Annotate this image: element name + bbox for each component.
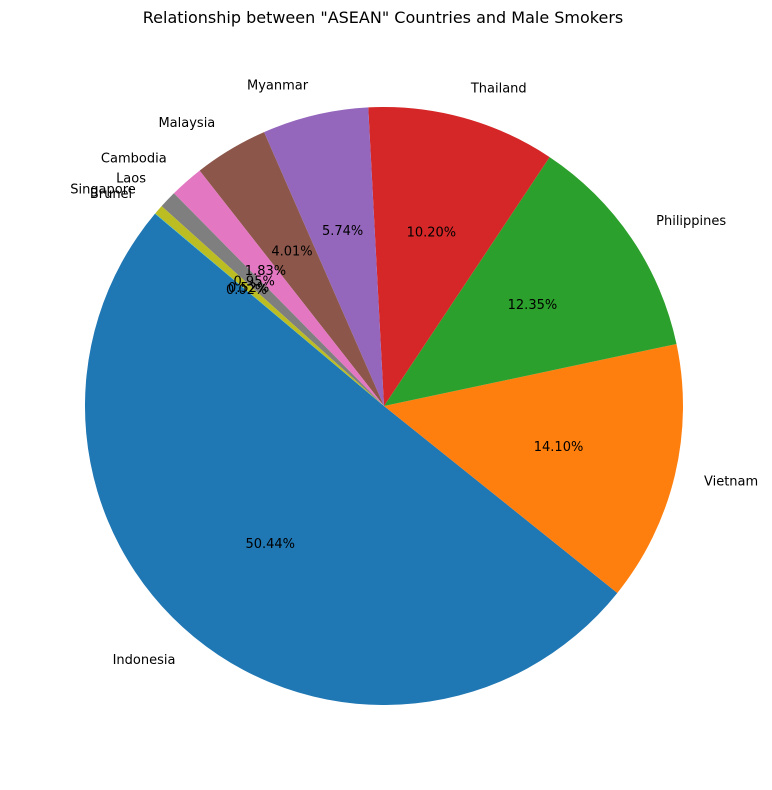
pct-label-cambodia: 1.83% (245, 264, 286, 279)
label-philippines: Philippines (656, 214, 726, 229)
slice-thailand (368, 107, 550, 406)
label-singapore: Singapore (70, 183, 136, 198)
pct-label-brunei: 0.02% (226, 283, 267, 298)
pie-percent-labels: 50.44%14.10%12.35%10.20%5.74%4.01%1.83%0… (226, 224, 583, 552)
label-malaysia: Malaysia (158, 116, 215, 131)
label-brunei: Brunei (90, 187, 132, 202)
pct-label-thailand: 10.20% (407, 225, 457, 240)
label-vietnam: Vietnam (704, 475, 758, 490)
pie-labels: Indonesia Vietnam Philippines Thailand Myanm… (70, 78, 758, 667)
slice-singapore (155, 206, 384, 406)
pct-label-vietnam: 14.10% (534, 440, 584, 455)
slice-cambodia (173, 170, 384, 406)
slice-myanmar (264, 107, 384, 407)
pie-slices (84, 107, 684, 706)
pct-label-malaysia: 4.01% (271, 245, 312, 260)
slice-indonesia (84, 213, 618, 706)
slice-vietnam (384, 343, 684, 593)
label-myanmar: Myanmar (247, 78, 309, 93)
chart-title: Relationship between "ASEAN" Countries a… (143, 8, 623, 27)
pct-label-indonesia: 50.44% (245, 537, 295, 552)
label-indonesia: Indonesia (113, 653, 176, 668)
slice-brunei (154, 213, 384, 406)
pct-label-philippines: 12.35% (508, 298, 558, 313)
pct-label-myanmar: 5.74% (322, 224, 363, 239)
label-cambodia: Cambodia (101, 152, 167, 167)
slice-malaysia (199, 132, 384, 406)
slice-philippines (384, 157, 677, 406)
slice-laos (161, 193, 384, 406)
label-laos: Laos (116, 171, 146, 186)
label-thailand: Thailand (470, 81, 527, 96)
pct-label-laos: 0.95% (234, 275, 275, 290)
pct-label-singapore: 0.52% (228, 281, 269, 296)
